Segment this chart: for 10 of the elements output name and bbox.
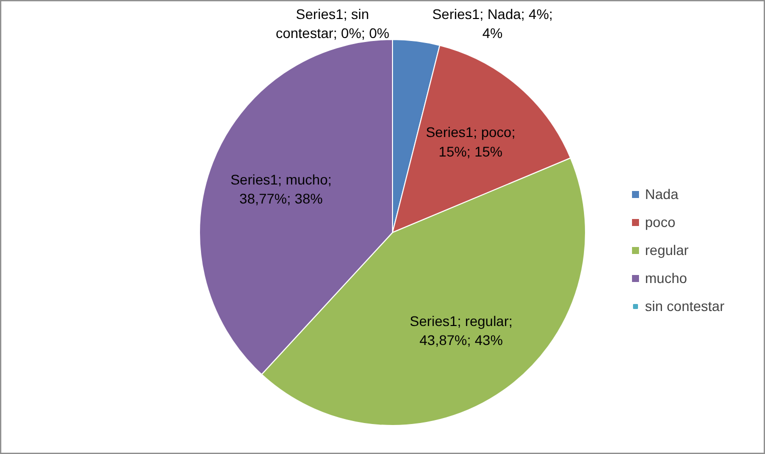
legend-label: regular — [645, 242, 689, 258]
legend-label: poco — [645, 214, 676, 230]
data-label: Series1; poco; 15%; 15% — [426, 124, 516, 160]
legend-label: sin contestar — [645, 298, 724, 314]
text: Series1; sin contestar; 0%; 0% — [276, 6, 390, 42]
legend-label: mucho — [645, 270, 688, 286]
legend-label: Nada — [645, 186, 678, 202]
data-label: Series1; regular; 43,87%; 43% — [410, 312, 513, 348]
data-label: Series1; Nada; 4%; 4% — [432, 6, 553, 42]
data-label: Series1; mucho; 38,77%; 38% — [230, 171, 332, 207]
